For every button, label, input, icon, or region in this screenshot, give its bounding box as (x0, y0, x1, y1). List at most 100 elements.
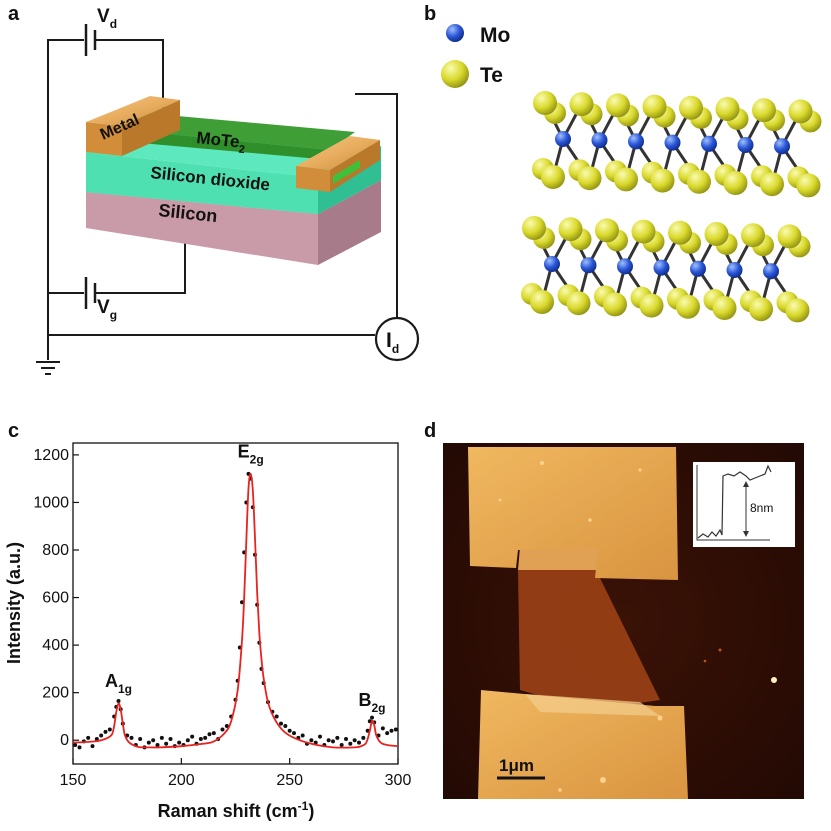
te-atom (639, 293, 664, 318)
data-point (177, 740, 182, 745)
data-point (146, 740, 151, 745)
data-point (393, 727, 398, 732)
y-tick-label: 1200 (33, 447, 69, 464)
y-tick-label: 1000 (33, 494, 69, 511)
mo-atom (664, 134, 681, 151)
data-point (155, 742, 160, 747)
te-legend-label: Te (480, 64, 503, 87)
mo-atom (653, 259, 670, 276)
peak-label-b: B2g (358, 690, 385, 715)
mote2-flake (518, 570, 660, 710)
data-point (77, 745, 82, 750)
te-atom (650, 168, 675, 193)
data-point (190, 734, 195, 739)
mote2-label: MoTe2 (195, 128, 246, 156)
panel-label-c: c (8, 420, 19, 442)
flake-on-bottom-pad (525, 694, 660, 716)
te-legend-marker (441, 60, 469, 88)
data-point (240, 600, 244, 605)
te-atom (712, 296, 737, 320)
data-point (168, 737, 173, 742)
te-atom (796, 173, 821, 198)
te-atom (704, 222, 729, 246)
circuit-wires (47, 39, 398, 360)
y-axis-label: Intensity (a.u.) (4, 542, 24, 664)
data-point (159, 735, 164, 740)
flake-on-top-pad (518, 547, 600, 570)
data-point (385, 731, 390, 736)
peak-label-e: E2g (238, 442, 264, 467)
data-point (389, 728, 394, 733)
mo-atom (737, 137, 754, 153)
axis-ticks: 150 200 250 300 0 200 400 600 800 1000 1200 (33, 447, 411, 789)
data-point (348, 741, 353, 746)
te-atom (566, 291, 591, 316)
data-point (283, 723, 288, 728)
data-point (207, 732, 212, 737)
data-point (211, 731, 216, 736)
mo-atom (763, 263, 779, 280)
id-label: Id (386, 329, 399, 356)
panel-label-b: b (424, 3, 436, 25)
crystal-structure: Mo Te (441, 24, 822, 323)
te-atom (569, 92, 594, 117)
data-point (361, 735, 366, 740)
data-point (313, 740, 318, 745)
data-point (90, 744, 95, 749)
battery-vg-icon (84, 277, 97, 309)
y-tick-label: 400 (42, 637, 69, 654)
te-atom (777, 224, 802, 249)
te-atom (614, 167, 638, 192)
data-point (331, 739, 335, 744)
ammeter-icon (374, 316, 420, 362)
crystal-layer-top (532, 91, 822, 198)
data-point (220, 727, 225, 732)
te-atom (676, 294, 700, 319)
scale-bar-label: 1μm (499, 756, 534, 775)
te-atom (741, 223, 765, 248)
inset-axes (696, 465, 770, 541)
data-point (357, 740, 361, 745)
height-profile-inset: 8nm (693, 462, 795, 547)
te-atom (577, 166, 602, 191)
data-point (103, 729, 108, 734)
arrow-up-icon (743, 481, 749, 487)
fit-curve (72, 473, 399, 749)
data-point (73, 742, 78, 747)
y-tick-label: 0 (60, 732, 69, 749)
mo-atom (544, 256, 560, 272)
raman-chart: 150 200 250 300 0 200 400 600 800 1000 1200 A1g E2g… (4, 442, 411, 821)
te-atom (679, 95, 703, 120)
te-atom (530, 290, 554, 314)
data-point (292, 731, 296, 736)
data-point (344, 737, 348, 742)
data-point (116, 698, 121, 703)
mo-atom (555, 131, 571, 147)
te-atom (595, 218, 619, 243)
te-atom (533, 91, 557, 115)
data-point (94, 737, 99, 742)
x-axis-label: Raman shift (cm-1) (158, 799, 315, 821)
ground-icon (36, 361, 60, 375)
te-atom (668, 220, 692, 245)
te-atom (752, 98, 776, 123)
top-electrode (468, 447, 678, 580)
data-point (164, 741, 169, 746)
mo-atom (690, 260, 706, 277)
data-point (339, 742, 344, 747)
mo-legend-marker (446, 24, 464, 42)
right-metal-contact (296, 136, 380, 192)
data-point (318, 734, 322, 739)
y-tick-label: 200 (42, 685, 69, 702)
vd-label: Vd (97, 6, 117, 31)
data-point (129, 735, 134, 740)
mo-atom (726, 262, 743, 278)
data-point (86, 735, 91, 740)
te-atom (631, 219, 656, 244)
vg-label: Vg (97, 297, 117, 322)
step-height-label: 8nm (750, 501, 773, 515)
data-point (326, 738, 331, 743)
data-point (370, 715, 374, 720)
data-point (352, 738, 357, 743)
